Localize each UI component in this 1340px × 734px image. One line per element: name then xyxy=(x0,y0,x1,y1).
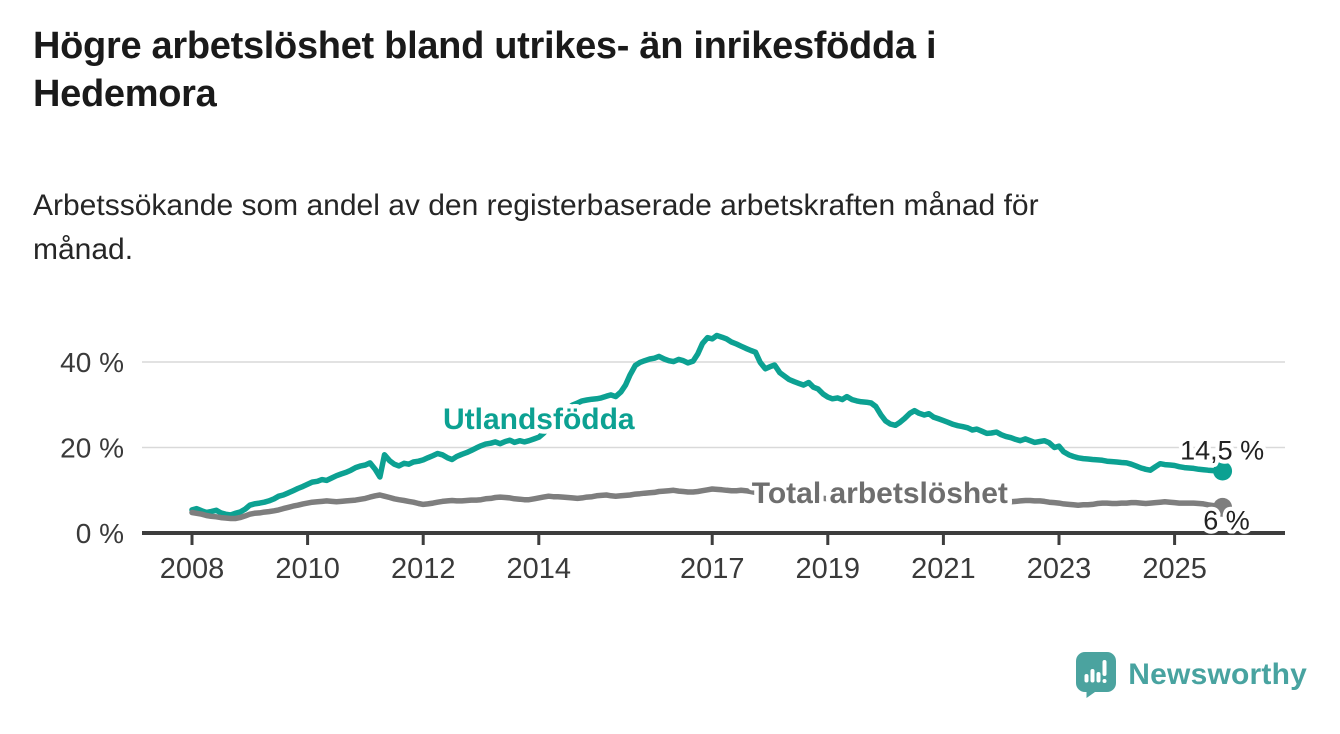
x-tick-label-2010: 2010 xyxy=(275,553,340,585)
y-tick-label-20: 20 % xyxy=(60,433,124,464)
series-line-utlandsfodda xyxy=(189,332,1226,518)
newsworthy-logo: Newsworthy xyxy=(1076,652,1307,698)
unemployment-line-chart: 2008 2010 2012 2014 2017 2019 2021 2023 2025 0 % 2… xyxy=(0,300,1340,610)
value-label-utlandsfodda: 14,5 % xyxy=(1180,435,1264,465)
x-tick-label-2014: 2014 xyxy=(507,553,572,585)
page-title-line2: Hedemora xyxy=(33,73,217,115)
chart-canvas: 2008 2010 2012 2014 2017 2019 2021 2023 2025 0 % 2… xyxy=(60,332,1285,585)
x-tick-label-2023: 2023 xyxy=(1027,553,1092,585)
series-line-total xyxy=(189,486,1226,522)
x-tick-label-2025: 2025 xyxy=(1142,553,1207,585)
page-title: Högre arbetslöshet bland utrikes- än inr… xyxy=(33,22,1253,118)
value-label-total: 6 % xyxy=(1203,506,1250,536)
x-tick-label-2012: 2012 xyxy=(391,553,456,585)
page-subtitle: Arbetssökande som andel av den registerb… xyxy=(33,184,1253,272)
x-tick-label-2017: 2017 xyxy=(680,553,745,585)
newsworthy-brand-text: Newsworthy xyxy=(1128,658,1307,691)
series-end-dot-total xyxy=(1213,497,1233,517)
series-end-dot-utlandsfodda xyxy=(1213,461,1233,481)
page-subtitle-line2: månad. xyxy=(33,233,134,266)
newsworthy-logo-icon xyxy=(1076,652,1117,698)
page-title-line1: Högre arbetslöshet bland utrikes- än inr… xyxy=(33,25,937,67)
series-label-total: Total arbetslöshet xyxy=(752,477,1008,510)
page-subtitle-line1: Arbetssökande som andel av den registerb… xyxy=(33,189,1039,222)
x-tick-label-2021: 2021 xyxy=(911,553,976,585)
y-tick-label-0: 0 % xyxy=(76,518,124,549)
x-tick-label-2008: 2008 xyxy=(160,553,225,585)
x-tick-label-2019: 2019 xyxy=(796,553,861,585)
series-label-utlandsfodda: Utlandsfödda xyxy=(443,403,635,436)
y-tick-label-40: 40 % xyxy=(60,347,124,378)
